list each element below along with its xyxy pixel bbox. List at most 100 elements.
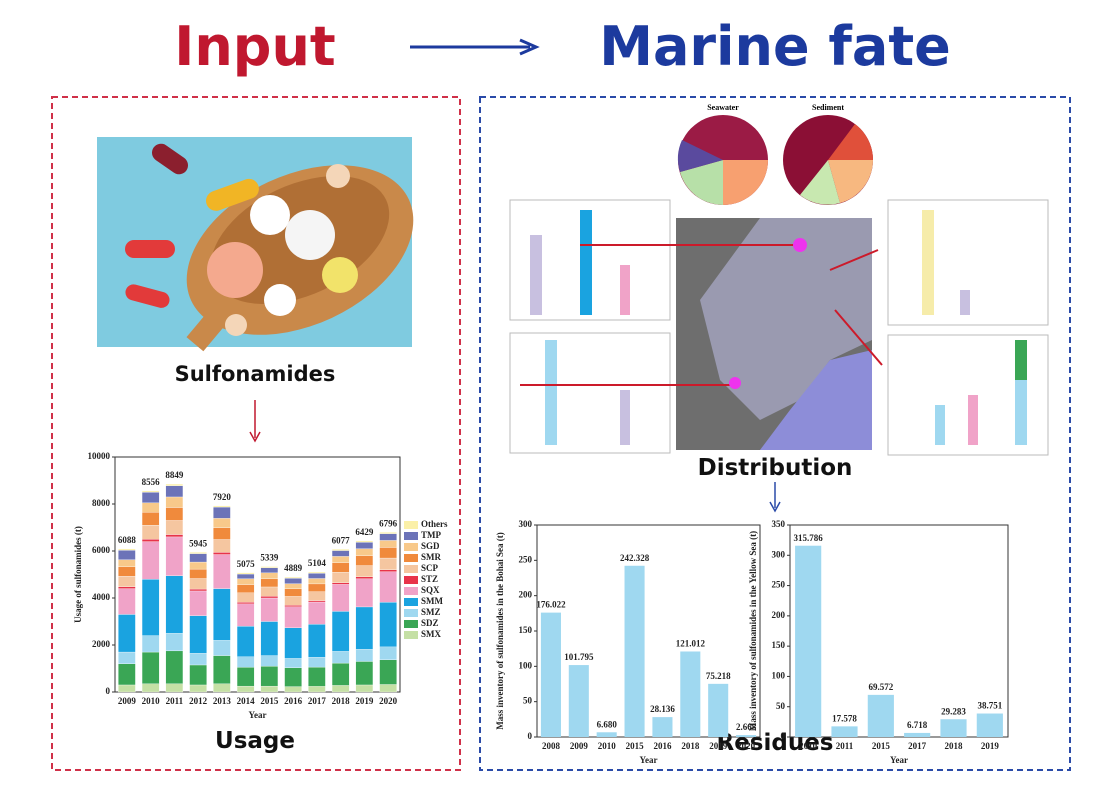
bar-segment	[189, 561, 207, 570]
bar-segment	[284, 605, 302, 607]
legend-label: SMR	[421, 552, 442, 562]
plot-frame	[789, 524, 1009, 738]
bar-segment	[118, 575, 136, 587]
bar-segment	[308, 666, 326, 687]
value-label: 2.668	[736, 722, 757, 732]
legend-label: SDZ	[421, 618, 439, 628]
bar-segment	[236, 584, 255, 593]
value-label: 38.751	[977, 701, 1002, 711]
x-tick-label: 2020	[737, 741, 756, 751]
value-label: 315.786	[794, 533, 824, 543]
bar-segment	[355, 542, 374, 549]
bar-segment	[308, 624, 326, 658]
bar-segment	[118, 651, 136, 664]
bar-segment	[284, 578, 302, 584]
total-label: 7920	[213, 492, 232, 502]
bar-segment	[213, 505, 231, 508]
bar-segment	[141, 539, 160, 542]
bar-segment	[236, 573, 255, 579]
concentration-panels	[509, 199, 1049, 456]
bar-segment	[213, 527, 231, 540]
x-tick-label: 2010	[598, 741, 617, 751]
bar-segment	[379, 533, 397, 541]
y-tick-label: 100	[519, 660, 533, 670]
sulfonamides-label: Sulfonamides	[175, 362, 336, 386]
bar	[568, 665, 589, 737]
x-tick-label: 2019	[709, 741, 728, 751]
legend-label: Others	[421, 519, 448, 529]
x-axis-label: Year	[640, 755, 658, 765]
bar-segment	[118, 566, 136, 577]
plot-frame	[114, 456, 401, 693]
legend-swatch	[404, 543, 418, 551]
bar-segment	[141, 541, 160, 580]
x-tick-label: 2015	[872, 741, 891, 751]
x-tick-label: 2019	[981, 741, 1000, 751]
bar-segment	[260, 567, 279, 574]
bar-segment	[260, 586, 279, 597]
bar-segment	[213, 588, 231, 641]
bar-segment	[165, 536, 184, 576]
y-tick-label: 2000	[92, 639, 111, 649]
legend-swatch	[404, 609, 418, 617]
bar-segment	[236, 656, 255, 668]
x-tick-label: 2020	[379, 696, 398, 706]
y-tick-label: 200	[772, 610, 786, 620]
x-tick-label: 2017	[908, 741, 927, 751]
x-tick-label: 2008	[542, 741, 561, 751]
x-tick-label: 2011	[166, 696, 184, 706]
y-tick-label: 0	[528, 731, 533, 741]
bar-segment	[260, 566, 279, 568]
total-label: 5075	[237, 559, 256, 569]
input-box	[51, 96, 461, 771]
x-tick-label: 2009	[570, 741, 589, 751]
value-label: 75.218	[706, 671, 731, 681]
bar-segment	[213, 554, 231, 589]
total-label: 6429	[355, 527, 374, 537]
value-label: 6.680	[597, 719, 618, 729]
x-tick-label: 2012	[189, 696, 208, 706]
x-tick-label: 2018	[945, 741, 964, 751]
x-tick-label: 2009	[118, 696, 137, 706]
bar	[708, 683, 729, 737]
bar-segment	[260, 685, 279, 693]
bar-segment	[141, 502, 160, 513]
bar-segment	[165, 520, 184, 535]
bar-segment	[141, 651, 160, 684]
y-axis-label: Usage of sulfonamides (t)	[73, 526, 83, 623]
x-tick-label: 2016	[284, 696, 303, 706]
input-title: Input	[174, 15, 335, 78]
bar	[867, 694, 894, 737]
bar-segment	[141, 579, 160, 636]
bar-segment	[165, 650, 184, 684]
bar	[736, 735, 757, 737]
bar	[540, 612, 561, 737]
y-tick-label: 4000	[92, 592, 111, 602]
bar-segment	[189, 578, 207, 590]
legend-swatch	[404, 598, 418, 606]
x-tick-label: 2016	[653, 741, 672, 751]
arrow-head	[769, 501, 781, 513]
bar-segment	[118, 588, 136, 615]
total-label: 6077	[332, 535, 351, 545]
bar-segment	[379, 684, 397, 693]
x-tick-label: 2013	[213, 696, 232, 706]
bar-segment	[355, 565, 374, 578]
bar-segment	[379, 547, 397, 559]
bar	[680, 651, 701, 737]
bar-segment	[331, 611, 350, 652]
bar-segment	[165, 507, 184, 521]
total-label: 5339	[260, 553, 279, 563]
bar-segment	[284, 658, 302, 668]
bar-segment	[141, 512, 160, 526]
y-tick-label: 0	[781, 731, 786, 741]
bar-segment	[355, 606, 374, 650]
pie-charts: Seawater Sediment	[677, 103, 873, 205]
bar-segment	[379, 557, 397, 570]
bar-segment	[308, 657, 326, 668]
bar-segment	[213, 683, 231, 693]
x-axis-label: Year	[249, 710, 267, 720]
total-label: 5104	[308, 558, 327, 568]
bar-segment	[118, 684, 136, 693]
bar-segment	[213, 506, 231, 519]
